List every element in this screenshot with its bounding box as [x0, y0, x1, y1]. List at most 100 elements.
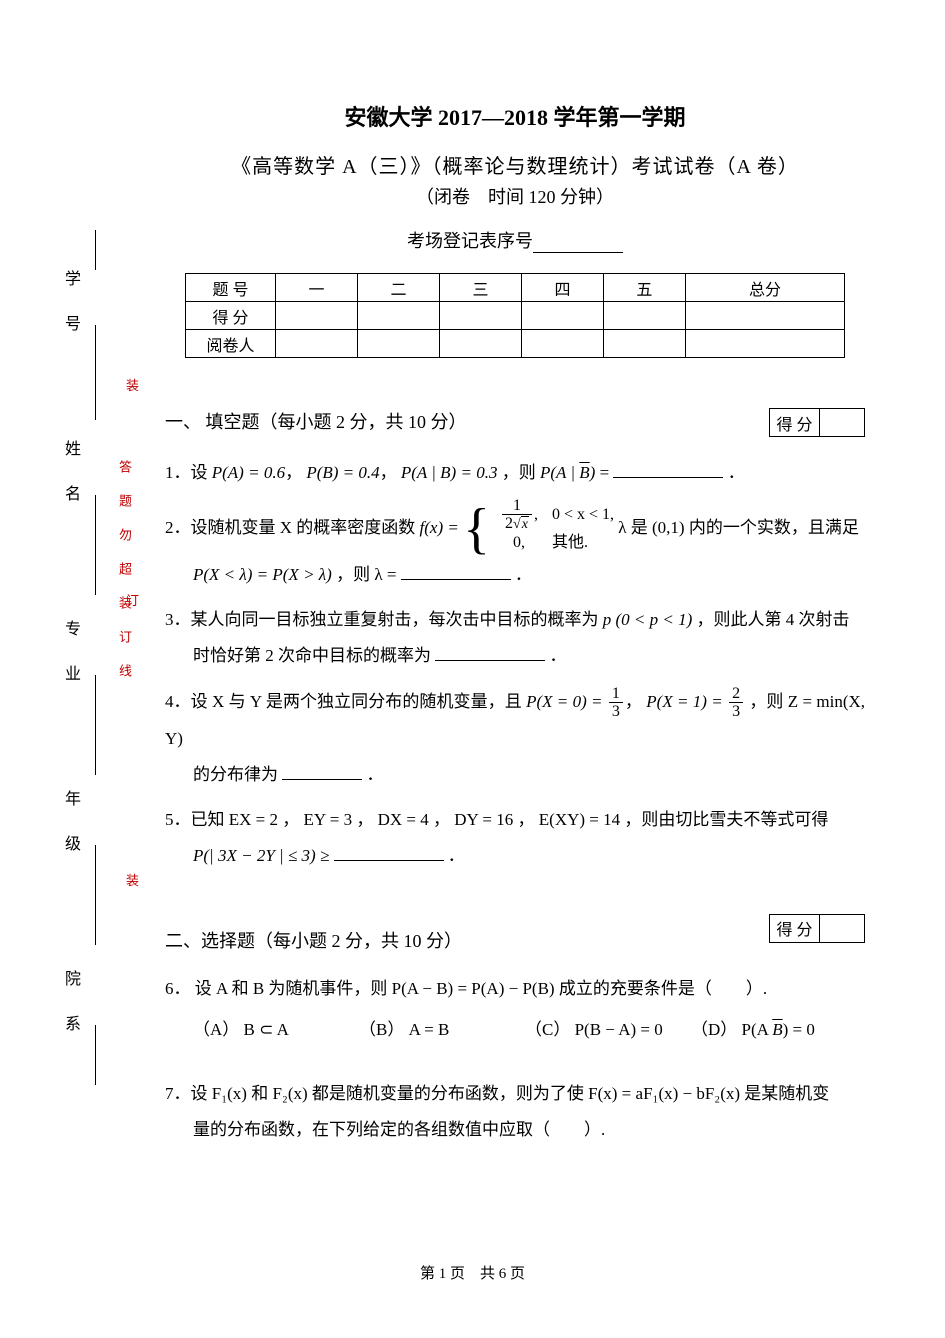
binding-seg	[95, 495, 96, 595]
question-3: 3．某人向同一目标独立重复射击，每次击中目标的概率为 p (0 < p < 1)…	[165, 602, 865, 673]
binding-warning: 答 题 勿 超 装 订 线	[115, 460, 134, 680]
q4-px1: P(X = 1) =	[646, 692, 722, 711]
score-cell: 阅卷人	[186, 330, 276, 358]
piecewise: { 12√x,0 < x < 1, 0,其他.	[463, 501, 614, 557]
score-cell[interactable]	[276, 330, 358, 358]
section-1-head: 一、 填空题（每小题 2 分，共 10 分） 得 分	[165, 408, 865, 437]
table-row: 得 分	[186, 302, 845, 330]
binding-label-id: 学 号	[58, 270, 82, 337]
q1-target: P(A | B)	[540, 463, 595, 482]
q1-pb: P(B) = 0.4	[306, 463, 379, 482]
binding-seg	[95, 675, 96, 775]
page-footer: 第 1 页 共 6 页	[0, 1262, 945, 1283]
score-cell[interactable]	[357, 302, 439, 330]
binding-label-name: 姓 名	[58, 440, 82, 507]
brace-icon: {	[463, 501, 490, 557]
q4-period: ．	[367, 765, 384, 784]
option-d-post: ) = 0	[783, 1020, 815, 1039]
answer-blank[interactable]	[401, 562, 511, 580]
score-cell: 三	[439, 274, 521, 302]
q7-a: 7．设 F₁(x) 和 F₂(x) 都是随机变量的分布函数，则为了使 F(x) …	[165, 1084, 829, 1103]
question-7: 7．设 F₁(x) 和 F₂(x) 都是随机变量的分布函数，则为了使 F(x) …	[165, 1076, 865, 1147]
score-cell: 五	[603, 274, 685, 302]
section-2-head: 二、选择题（每小题 2 分，共 10 分） 得 分	[165, 914, 865, 953]
question-5: 5．已知 EX = 2 ， EY = 3 ， DX = 4 ， DY = 16 …	[165, 802, 865, 873]
score-cell: 总分	[685, 274, 844, 302]
b-bar: B	[772, 1020, 782, 1039]
score-cell[interactable]	[521, 330, 603, 358]
score-cell: 四	[521, 274, 603, 302]
score-box-label: 得 分	[770, 409, 820, 437]
question-6: 6． 设 A 和 B 为随机事件，则 P(A − B) = P(A) − P(B…	[165, 971, 865, 1048]
option-d-pre: （D） P(A	[691, 1020, 772, 1039]
score-cell: 二	[357, 274, 439, 302]
q2-tail1: λ 是 (0,1) 内的一个实数，且满足	[618, 518, 859, 537]
q3-c: 时恰好第 2 次命中目标的概率为	[193, 646, 435, 665]
score-cell[interactable]	[603, 302, 685, 330]
option-d[interactable]: （D） P(A B) = 0	[691, 1012, 857, 1048]
score-cell[interactable]	[685, 302, 844, 330]
q6-options: （A） B ⊂ A （B） A = B （C） P(B − A) = 0 （D）…	[165, 1012, 865, 1048]
exam-page: 学 号 装 姓 名 订 专 业 年 级 装 院 系 答 题 勿 超 装 订 线 …	[0, 0, 945, 1338]
frac-2-3: 23	[729, 685, 743, 721]
score-box-value[interactable]	[820, 409, 865, 437]
binding-mark: 装	[126, 870, 139, 889]
content-area: 安徽大学 2017—2018 学年第一学期 《高等数学 A（三）》（概率论与数理…	[165, 100, 865, 1157]
seq-label: 考场登记表序号	[407, 231, 533, 251]
section-2-title: 二、选择题（每小题 2 分，共 10 分）	[165, 927, 462, 953]
binding-mark: 装	[126, 375, 139, 394]
q6-text: 6． 设 A 和 B 为随机事件，则 P(A − B) = P(A) − P(B…	[165, 979, 767, 998]
seq-line: 考场登记表序号	[165, 227, 865, 253]
binding-seg	[95, 1025, 96, 1085]
binding-margin: 学 号 装 姓 名 订 专 业 年 级 装 院 系 答 题 勿 超 装 订 线	[40, 270, 140, 1090]
table-row: 题 号 一 二 三 四 五 总分	[186, 274, 845, 302]
q4-a: 4．设 X 与 Y 是两个独立同分布的随机变量，且	[165, 692, 526, 711]
q4-px0: P(X = 0) =	[526, 692, 602, 711]
option-a[interactable]: （A） B ⊂ A	[193, 1012, 359, 1048]
answer-blank[interactable]	[334, 843, 444, 861]
answer-blank[interactable]	[282, 762, 362, 780]
score-box: 得 分	[769, 408, 865, 437]
binding-seg	[95, 325, 96, 420]
score-box-value[interactable]	[820, 914, 865, 942]
score-cell[interactable]	[685, 330, 844, 358]
score-cell[interactable]	[521, 302, 603, 330]
cases: 12√x,0 < x < 1, 0,其他.	[494, 501, 614, 557]
score-table: 题 号 一 二 三 四 五 总分 得 分 阅卷人	[185, 273, 845, 358]
q3-p: p (0 < p < 1)	[603, 610, 693, 629]
section-1-title: 一、 填空题（每小题 2 分，共 10 分）	[165, 408, 467, 434]
option-b[interactable]: （B） A = B	[359, 1012, 525, 1048]
question-4: 4．设 X 与 Y 是两个独立同分布的随机变量，且 P(X = 0) = 13，…	[165, 684, 865, 793]
score-cell: 得 分	[186, 302, 276, 330]
q1-pa: P(A) = 0.6	[212, 463, 285, 482]
q3-b: ，则此人第 4 次射击	[697, 610, 850, 629]
binding-seg	[95, 230, 96, 270]
binding-seg	[95, 845, 96, 945]
score-cell[interactable]	[276, 302, 358, 330]
answer-blank[interactable]	[435, 643, 545, 661]
q2-period: ．	[515, 565, 532, 584]
seq-blank[interactable]	[533, 233, 623, 253]
score-cell: 一	[276, 274, 358, 302]
q1-prefix: 1．设	[165, 463, 212, 482]
score-cell[interactable]	[439, 302, 521, 330]
q1-then: ，则	[502, 463, 540, 482]
option-c[interactable]: （C） P(B − A) = 0	[525, 1012, 691, 1048]
q3-a: 3．某人向同一目标独立重复射击，每次击中目标的概率为	[165, 610, 603, 629]
q2-fx: f(x) =	[420, 518, 459, 537]
question-1: 1．设 P(A) = 0.6， P(B) = 0.4， P(A | B) = 0…	[165, 455, 865, 491]
case2-val: 0,	[494, 526, 544, 560]
score-cell[interactable]	[439, 330, 521, 358]
score-cell[interactable]	[357, 330, 439, 358]
page-title-2: 《高等数学 A（三）》（概率论与数理统计）考试试卷（A 卷）	[165, 150, 865, 179]
score-box-label: 得 分	[770, 914, 820, 942]
q1-period: ．	[728, 463, 745, 482]
binding-label-grade: 年 级	[58, 790, 82, 857]
score-cell[interactable]	[603, 330, 685, 358]
question-2: 2．设随机变量 X 的概率密度函数 f(x) = { 12√x,0 < x < …	[165, 501, 865, 593]
answer-blank[interactable]	[613, 460, 723, 478]
binding-label-dept: 院 系	[58, 970, 82, 1037]
q1-eq: =	[600, 463, 614, 482]
table-row: 阅卷人	[186, 330, 845, 358]
q2-line2a: P(X < λ) = P(X > λ)	[193, 565, 332, 584]
